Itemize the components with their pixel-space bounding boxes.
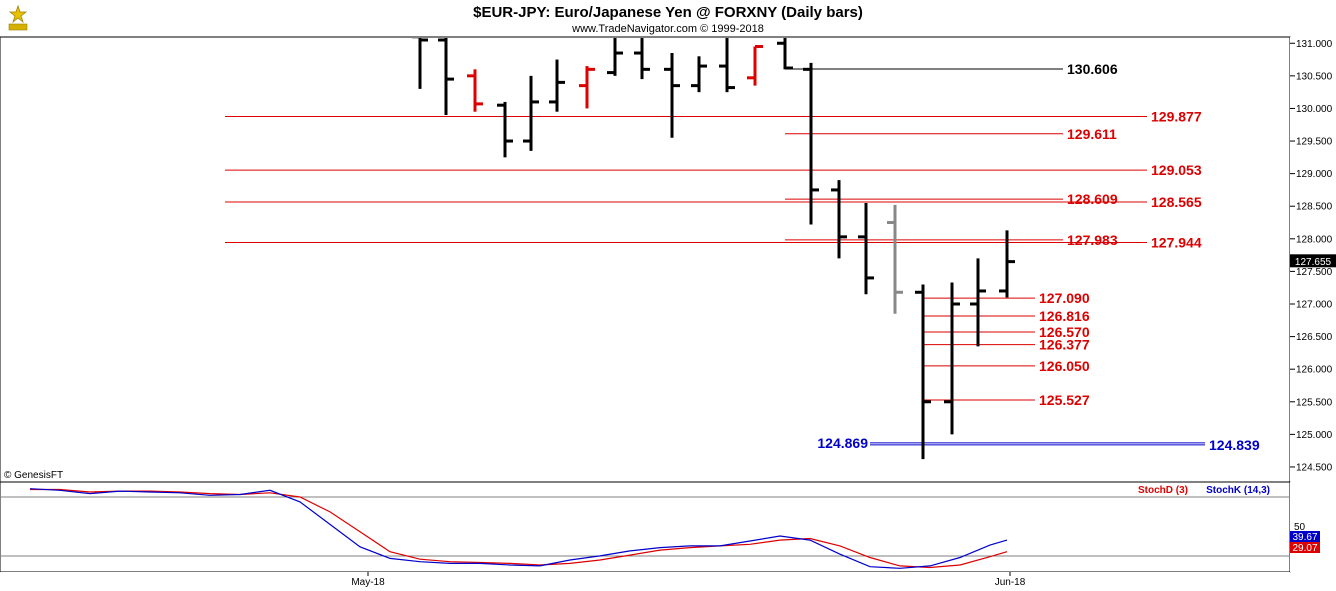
stoch-lines bbox=[29, 488, 1008, 569]
price-bar bbox=[607, 38, 623, 76]
price-bar bbox=[467, 69, 483, 112]
chart-title: $EUR-JPY: Euro/Japanese Yen @ FORXNY (Da… bbox=[473, 4, 863, 21]
x-tick-label: May-18 bbox=[351, 577, 385, 588]
price-bar bbox=[579, 66, 595, 109]
time-axis-labels: May-18 Jun-18 bbox=[351, 572, 1026, 588]
stoch-d-value: 29.07 bbox=[1292, 543, 1317, 554]
price-bar bbox=[634, 38, 650, 80]
level-label: 127.983 bbox=[1067, 232, 1118, 248]
level-label: 126.816 bbox=[1039, 308, 1090, 324]
y-tick-label: 126.500 bbox=[1296, 332, 1333, 343]
copyright-label: © GenesisFT bbox=[4, 470, 63, 481]
y-tick-label: 130.500 bbox=[1296, 71, 1333, 82]
level-label: 130.606 bbox=[1067, 61, 1118, 77]
stoch-panel bbox=[0, 481, 1291, 573]
level-label: 124.869 bbox=[817, 435, 868, 451]
x-tick-label: Jun-18 bbox=[995, 577, 1026, 588]
price-bar bbox=[412, 38, 428, 89]
stoch-k-badge bbox=[1290, 531, 1320, 542]
price-bar bbox=[719, 38, 735, 93]
y-tick-label: 124.500 bbox=[1296, 462, 1333, 473]
price-bar bbox=[887, 204, 903, 314]
chart-subtitle: www.TradeNavigator.com © 1999-2018 bbox=[571, 23, 764, 35]
price-bar bbox=[915, 284, 931, 460]
stochd-legend: StochD (3) bbox=[1138, 485, 1188, 496]
price-bar bbox=[549, 59, 565, 112]
price-bar bbox=[664, 53, 680, 138]
price-bar bbox=[523, 75, 539, 151]
y-tick-label: 128.500 bbox=[1296, 202, 1333, 213]
y-tick-label: 127.500 bbox=[1296, 267, 1333, 278]
price-bar bbox=[747, 45, 763, 86]
level-label: 126.377 bbox=[1039, 337, 1090, 353]
level-label: 127.944 bbox=[1151, 234, 1202, 250]
level-label: 126.050 bbox=[1039, 358, 1090, 374]
price-bars bbox=[412, 38, 1015, 460]
y-tick-label: 128.000 bbox=[1296, 234, 1333, 245]
header-band bbox=[0, 0, 1336, 37]
time-axis bbox=[0, 572, 1290, 591]
price-axis-ticks: 131.000 130.500 130.000 129.500 129.000 128.5… bbox=[1290, 39, 1333, 473]
level-label: 128.565 bbox=[1151, 194, 1202, 210]
stochd-line bbox=[30, 488, 1008, 569]
level-label: 128.609 bbox=[1067, 191, 1118, 207]
stoch-tick-50: 50 bbox=[1294, 522, 1306, 533]
stoch-d-badge bbox=[1290, 542, 1320, 553]
stoch-axis bbox=[1290, 482, 1336, 572]
price-bar bbox=[438, 38, 454, 115]
price-bar bbox=[497, 101, 513, 158]
level-label: 125.527 bbox=[1039, 392, 1090, 408]
logo-icon bbox=[8, 4, 28, 31]
price-bar bbox=[831, 180, 847, 259]
y-tick-label: 129.000 bbox=[1296, 169, 1333, 180]
price-bar bbox=[803, 62, 819, 225]
y-tick-label: 130.000 bbox=[1296, 104, 1333, 115]
level-label: 124.839 bbox=[1209, 437, 1260, 453]
stochk-line bbox=[29, 488, 1008, 569]
last-price-badge: 127.655 bbox=[1290, 254, 1336, 268]
level-label: 129.611 bbox=[1067, 126, 1117, 142]
last-price-label: 127.655 bbox=[1295, 257, 1332, 268]
level-label: 129.877 bbox=[1151, 108, 1202, 124]
level-label: 127.090 bbox=[1039, 290, 1090, 306]
price-bar bbox=[858, 202, 874, 295]
price-bar bbox=[999, 230, 1015, 298]
price-panel bbox=[0, 36, 1291, 483]
price-bar bbox=[777, 38, 793, 70]
price-bar bbox=[970, 258, 986, 347]
stoch-k-value: 39.67 bbox=[1292, 532, 1317, 543]
y-tick-label: 129.500 bbox=[1296, 137, 1333, 148]
price-bar bbox=[944, 282, 960, 435]
level-label: 129.053 bbox=[1151, 162, 1202, 178]
y-tick-label: 127.000 bbox=[1296, 300, 1333, 311]
y-tick-label: 126.000 bbox=[1296, 365, 1333, 376]
y-tick-label: 125.000 bbox=[1296, 430, 1333, 441]
level-labels: 130.606 129.877 129.611 129.053 128.609 128.5… bbox=[817, 61, 1259, 453]
price-bar bbox=[691, 56, 707, 93]
y-tick-label: 125.500 bbox=[1296, 397, 1333, 408]
stochk-legend: StochK (14,3) bbox=[1206, 485, 1270, 496]
y-tick-label: 131.000 bbox=[1296, 39, 1333, 50]
level-label: 126.570 bbox=[1039, 324, 1090, 340]
